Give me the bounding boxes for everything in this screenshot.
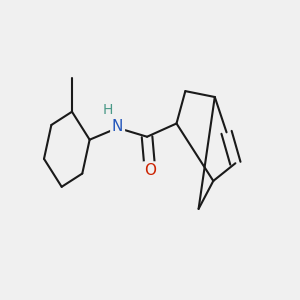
Text: H: H	[103, 103, 113, 117]
Text: O: O	[144, 163, 156, 178]
Text: N: N	[112, 119, 123, 134]
